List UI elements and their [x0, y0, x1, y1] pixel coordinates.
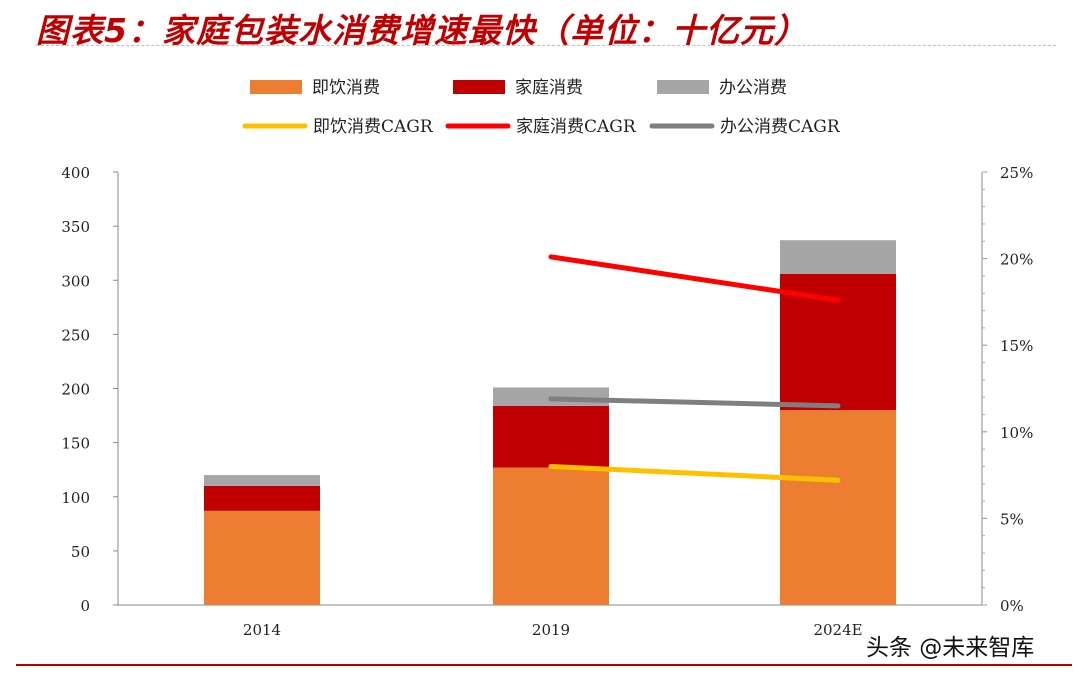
page-title: 图表5：家庭包装水消费增速最快（单位：十亿元）	[36, 11, 808, 50]
watermark: 头条 @未来智库	[866, 628, 1035, 662]
left-tick-label: 100	[61, 489, 90, 507]
x-tick-label: 2019	[532, 621, 570, 639]
x-tick-label: 2014	[243, 621, 281, 639]
right-tick-label: 20%	[1000, 251, 1033, 269]
bar-segment	[204, 510, 320, 605]
right-tick-label: 0%	[1000, 597, 1024, 615]
left-tick-label: 0	[80, 597, 90, 615]
legend-label: 办公消费	[719, 78, 787, 98]
legend-swatch	[453, 80, 505, 94]
x-tick-label: 2024E	[813, 621, 862, 639]
legend-label: 家庭消费	[515, 78, 583, 98]
legend-label: 即饮消费	[312, 78, 380, 98]
left-tick-label: 50	[71, 543, 90, 561]
cagr-series-line	[548, 254, 841, 303]
bar-segment	[493, 405, 609, 468]
left-tick-label: 350	[61, 218, 90, 236]
left-tick-label: 200	[61, 381, 90, 399]
legend-swatch	[250, 80, 302, 94]
bar-segment	[204, 475, 320, 486]
cagr-series-line	[548, 463, 841, 483]
bar-segment	[493, 467, 609, 605]
legend-label: 家庭消费CAGR	[516, 117, 637, 137]
bar-segment	[204, 485, 320, 511]
left-tick-label: 300	[61, 272, 90, 290]
legend-swatch	[657, 80, 709, 94]
cagr-series-line	[548, 396, 841, 409]
legend-label: 办公消费CAGR	[720, 117, 841, 137]
right-tick-label: 10%	[1000, 424, 1033, 442]
legend-label: 即饮消费CAGR	[313, 117, 434, 137]
bottom-divider	[16, 664, 1072, 666]
right-tick-label: 5%	[1000, 510, 1024, 528]
title-divider	[36, 45, 1056, 47]
right-tick-label: 25%	[1000, 164, 1033, 182]
right-tick-label: 15%	[1000, 337, 1033, 355]
bar-segment	[780, 410, 896, 605]
left-tick-label: 250	[61, 326, 90, 344]
left-tick-label: 150	[61, 435, 90, 453]
left-tick-label: 400	[61, 164, 90, 182]
bar-segment	[780, 240, 896, 274]
